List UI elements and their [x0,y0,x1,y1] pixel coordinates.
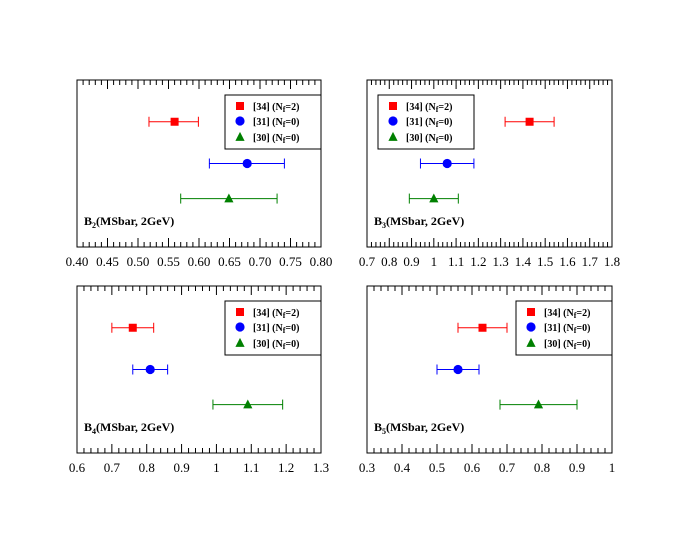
x-tick-label: 1.1 [448,254,464,269]
legend-entry: [30] (Nf=0) [406,133,452,145]
x-tick-label: 0.75 [279,254,302,269]
legend-entry: [34] (Nf=2) [253,102,299,114]
x-tick-label: 0.7 [499,460,516,475]
data-point-triangle [429,193,439,203]
data-point-circle [145,364,155,375]
x-tick-label: 1.7 [582,254,599,269]
x-tick-label: 0.7 [359,254,376,269]
data-point-circle [453,364,463,375]
x-tick-label: 0.80 [310,254,333,269]
legend: [34] (Nf=2) [31] (Nf=0) [30] (Nf=0) [377,94,475,150]
x-tick-label: 0.8 [139,460,155,475]
data-point-square [128,323,137,332]
legend-marker-triangle [235,337,245,347]
legend: [34] (Nf=2) [31] (Nf=0) [30] (Nf=0) [224,94,322,150]
chart-panel-1: 0.40 0.45 0.50 0.55 0.60 0.65 0.70 0.75 0.80 [34]… [66,79,333,269]
x-tick-label: 0.6 [69,460,86,475]
x-tick-label: 1.3 [313,460,329,475]
panel-label: B2(MSbar, 2GeV) [84,214,174,230]
legend-entry: [30] (Nf=0) [253,339,299,351]
plot-frame [366,79,613,248]
x-tick-label: 1.1 [243,460,259,475]
legend-marker-circle [235,322,245,332]
data-point-triangle [533,399,544,409]
x-tick-label: 1.8 [604,254,620,269]
panel-label: B5(MSbar, 2GeV) [374,420,464,436]
x-tick-label: 0.9 [173,460,189,475]
chart-panel-2: 0.7 0.8 0.9 1 1.1 1.2 1.3 1.4 1.5 1.6 1.7 1.8 [34] (… [359,79,620,269]
legend-entry: [34] (Nf=2) [544,308,590,320]
data-point-circle [242,158,252,169]
legend-marker-square [236,308,244,316]
legend-entry: [31] (Nf=0) [544,323,590,335]
legend: [34] (Nf=2) [31] (Nf=0) [30] (Nf=0) [515,300,613,356]
panel-label: B4(MSbar, 2GeV) [84,420,174,436]
x-tick-label: 1.5 [537,254,553,269]
legend-marker-circle [526,322,536,332]
data-point-triangle [243,399,253,409]
legend-marker-square [527,308,535,316]
panel-label: B3(MSbar, 2GeV) [374,214,464,230]
x-tick-label: 1 [213,460,220,475]
plot-frame [366,285,613,454]
x-tick-label: 0.8 [534,460,550,475]
plot-frame [76,285,322,454]
x-tick-label: 1.2 [278,460,294,475]
data-point-triangle [224,193,234,203]
legend-marker-square [389,102,397,110]
x-tick-label: 0.3 [359,460,375,475]
legend-marker-triangle [526,337,536,347]
legend-entry: [30] (Nf=0) [253,133,299,145]
legend-entry: [31] (Nf=0) [406,117,452,129]
data-point-circle [442,158,452,169]
x-tick-label: 0.65 [218,254,241,269]
legend-entry: [31] (Nf=0) [253,323,299,335]
x-tick-label: 0.40 [66,254,89,269]
chart-panel-4: 0.3 0.4 0.5 0.6 0.7 0.8 0.9 1 [34] (Nf=2) [31] (N… [359,285,616,475]
data-point-square [170,117,179,126]
x-tick-label: 0.55 [157,254,180,269]
x-tick-label: 1.4 [515,254,532,269]
x-tick-label: 0.9 [569,460,585,475]
x-tick-label: 0.70 [249,254,272,269]
x-tick-label: 1 [609,460,616,475]
x-tick-label: 0.8 [381,254,397,269]
legend-entry: [31] (Nf=0) [253,117,299,129]
x-tick-label: 1.2 [470,254,486,269]
legend: [34] (Nf=2) [31] (Nf=0) [30] (Nf=0) [224,300,322,356]
x-tick-label: 0.4 [394,460,411,475]
x-tick-label: 0.50 [127,254,150,269]
data-point-square [478,323,487,332]
legend-marker-circle [235,116,245,126]
x-tick-label: 0.6 [464,460,481,475]
x-tick-label: 0.5 [429,460,445,475]
legend-marker-square [236,102,244,110]
legend-marker-triangle [388,131,398,141]
legend-marker-triangle [235,131,245,141]
x-tick-label: 1.3 [493,254,509,269]
legend-marker-circle [388,116,398,126]
x-tick-label: 0.7 [104,460,121,475]
legend-entry: [30] (Nf=0) [544,339,590,351]
x-tick-label: 1 [431,254,438,269]
chart-panel-3: 0.6 0.7 0.8 0.9 1 1.1 1.2 1.3 [34] (Nf=2) [31] (N… [69,285,329,475]
x-tick-label: 0.45 [96,254,119,269]
legend-entry: [34] (Nf=2) [253,308,299,320]
legend-entry: [34] (Nf=2) [406,102,452,114]
data-point-square [525,117,534,126]
x-tick-label: 0.60 [188,254,211,269]
x-tick-label: 0.9 [403,254,419,269]
x-tick-label: 1.6 [559,254,576,269]
